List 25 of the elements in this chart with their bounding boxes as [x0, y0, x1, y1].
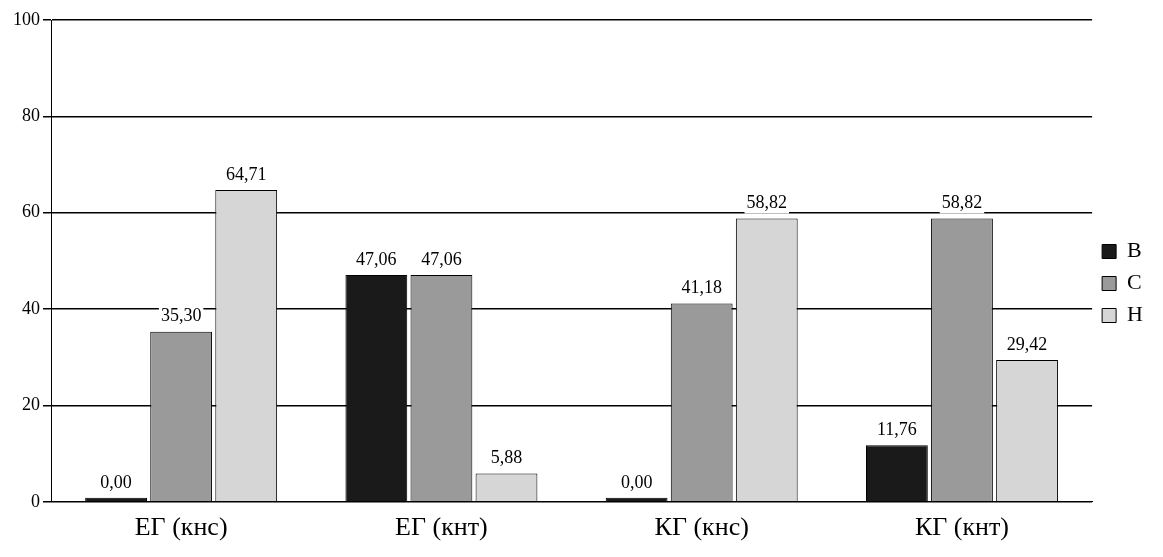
data-label: 0,00	[100, 471, 132, 492]
y-tick-label: 100	[13, 8, 40, 29]
legend-label: С	[1127, 269, 1142, 295]
data-label: 47,06	[356, 248, 397, 269]
legend-label: В	[1127, 237, 1142, 263]
x-tick-label: ЕГ (кнс)	[134, 512, 228, 542]
data-label: 11,76	[876, 418, 917, 439]
data-label: 5,88	[490, 447, 523, 468]
data-label: 58,82	[941, 192, 983, 213]
data-label: 64,71	[225, 163, 267, 184]
data-label: 47,06	[421, 248, 462, 269]
legend-label: Н	[1127, 301, 1144, 327]
y-tick-label: 0	[31, 490, 40, 511]
x-tick-label: КГ (кнс)	[654, 512, 749, 542]
y-tick-label: 40	[22, 297, 40, 318]
y-tick-label: 60	[22, 201, 40, 222]
data-label: 58,82	[746, 192, 788, 213]
data-label: 29,42	[1006, 333, 1048, 354]
y-tick-label: 20	[22, 394, 40, 415]
data-label: 35,30	[160, 305, 202, 326]
y-tick-label: 80	[22, 105, 40, 126]
data-label: 41,18	[681, 277, 722, 298]
x-tick-label: КГ (кнт)	[914, 512, 1010, 542]
x-tick-label: ЕГ (кнт)	[395, 512, 488, 542]
data-label: 0,00	[620, 471, 653, 492]
